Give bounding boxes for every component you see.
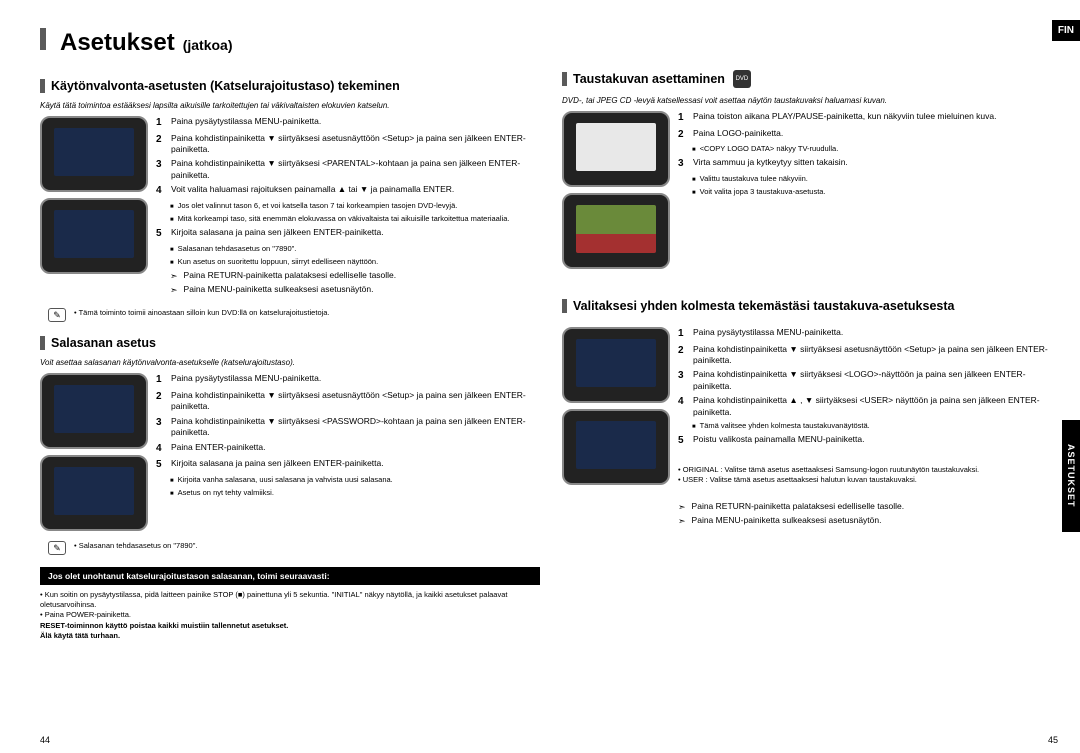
arrow-text: Paina MENU-painiketta sulkeaksesi asetus… — [692, 515, 882, 526]
screenshot-thumb — [562, 327, 670, 403]
section-b-steps: 1Paina pysäytystilassa MENU-painiketta. … — [156, 373, 540, 531]
section-bar-icon — [40, 336, 45, 350]
section-c-intro: DVD-, tai JPEG CD -levyä katsellessasi v… — [562, 96, 1062, 105]
section-bar-icon — [562, 72, 567, 86]
substep-text: Jos olet valinnut tason 6, et voi katsel… — [178, 201, 458, 211]
note-icon: ✎ — [48, 308, 66, 322]
section-d-thumbs — [562, 327, 670, 529]
section-d-steps: 1Paina pysäytystilassa MENU-painiketta. … — [678, 327, 1062, 529]
page-number-right: 45 — [1048, 735, 1058, 745]
step-text: Poistu valikosta painamalla MENU-painike… — [693, 434, 865, 448]
footnote-text: Paina POWER-painiketta. — [45, 610, 131, 619]
screenshot-thumb — [40, 373, 148, 449]
step-text: Paina kohdistinpainiketta ▼ siirtyäksesi… — [693, 344, 1062, 367]
manual-spread: Asetukset (jatkoa) Käytönvalvonta-asetus… — [0, 0, 1080, 753]
section-b-thumbs — [40, 373, 148, 531]
step-text: Paina kohdistinpainiketta ▼ siirtyäksesi… — [171, 390, 540, 413]
title-main: Asetukset — [60, 29, 175, 57]
section-a-thumbs — [40, 116, 148, 298]
step-text: Voit valita haluamasi rajoituksen painam… — [171, 184, 454, 198]
step-text: Paina toiston aikana PLAY/PAUSE-painiket… — [693, 111, 997, 125]
note-icon: ✎ — [48, 541, 66, 555]
bullet-text: ORIGINAL : Valitse tämä asetus asettaaks… — [683, 465, 979, 474]
step-text: Paina kohdistinpainiketta ▼ siirtyäksesi… — [171, 158, 540, 181]
section-side-tab: ASETUKSET — [1062, 420, 1080, 532]
page-title: Asetukset (jatkoa) — [40, 28, 540, 57]
step-text: Paina pysäytystilassa MENU-painiketta. — [171, 116, 321, 130]
right-page: Taustakuvan asettaminen DVD DVD-, tai JP… — [562, 28, 1062, 741]
step-text: Virta sammuu ja kytkeytyy sitten takaisi… — [693, 157, 848, 171]
arrow-text: Paina RETURN-painiketta palataksesi edel… — [184, 270, 397, 281]
screenshot-thumb — [40, 198, 148, 274]
warning-strip: Jos olet unohtanut katselurajoitustason … — [40, 567, 540, 585]
section-d-head: Valitaksesi yhden kolmesta tekemästäsi t… — [562, 299, 1062, 313]
section-b-intro: Voit asettaa salasanan käytönvalvonta-as… — [40, 358, 540, 367]
substep-text: Voit valita jopa 3 taustakuva-asetusta. — [700, 187, 826, 197]
arrow-icon: ➣ — [170, 284, 178, 296]
section-c-head: Taustakuvan asettaminen DVD — [562, 70, 1062, 88]
substep-text: <COPY LOGO DATA> näkyy TV-ruudulla. — [700, 144, 839, 154]
left-page: Asetukset (jatkoa) Käytönvalvonta-asetus… — [40, 28, 540, 741]
step-text: Paina pysäytystilassa MENU-painiketta. — [171, 373, 321, 387]
arrow-icon: ➣ — [678, 501, 686, 513]
arrow-icon: ➣ — [678, 515, 686, 527]
section-bar-icon — [562, 299, 567, 313]
step-text: Paina ENTER-painiketta. — [171, 442, 266, 456]
arrow-text: Paina RETURN-painiketta palataksesi edel… — [692, 501, 905, 512]
section-a-intro: Käytä tätä toimintoa estääksesi lapsilta… — [40, 101, 540, 110]
step-text: Paina pysäytystilassa MENU-painiketta. — [693, 327, 843, 341]
footnote-text: Kun soitin on pysäytystilassa, pidä lait… — [40, 590, 507, 609]
substep-text: Kun asetus on suoritettu loppuun, siirry… — [178, 257, 379, 267]
footnotes: • Kun soitin on pysäytystilassa, pidä la… — [40, 590, 540, 641]
section-bar-icon — [40, 79, 45, 93]
section-a-note: ✎ • Tämä toiminto toimii ainoastaan sill… — [48, 308, 540, 322]
footnote-bold: RESET-toiminnon käyttö poistaa kaikki mu… — [40, 621, 540, 631]
step-text: Paina kohdistinpainiketta ▲ , ▼ siirtyäk… — [693, 395, 1062, 418]
title-sub: (jatkoa) — [183, 37, 233, 53]
substep-text: Valittu taustakuva tulee näkyviin. — [700, 174, 808, 184]
note-text: Tämä toiminto toimii ainoastaan silloin … — [79, 308, 330, 317]
section-b-title: Salasanan asetus — [51, 336, 156, 350]
step-text: Kirjoita salasana ja paina sen jälkeen E… — [171, 458, 384, 472]
arrow-icon: ➣ — [170, 270, 178, 282]
section-c-title: Taustakuvan asettaminen — [573, 72, 725, 86]
note-text: Salasanan tehdasasetus on "7890". — [79, 541, 198, 550]
step-text: Paina kohdistinpainiketta ▼ siirtyäksesi… — [693, 369, 1062, 392]
section-d-title: Valitaksesi yhden kolmesta tekemästäsi t… — [573, 299, 954, 313]
bullet-text: USER : Valitse tämä asetus asettaaksesi … — [683, 475, 917, 484]
substep-text: Tämä valitsee yhden kolmesta taustakuvan… — [700, 421, 870, 431]
step-text: Kirjoita salasana ja paina sen jälkeen E… — [171, 227, 384, 241]
screenshot-thumb — [40, 455, 148, 531]
photo-thumb — [562, 193, 670, 269]
dvd-badge-icon: DVD — [733, 70, 751, 88]
page-number-left: 44 — [40, 735, 50, 745]
footnote-bold: Älä käytä tätä turhaan. — [40, 631, 540, 641]
substep-text: Kirjoita vanha salasana, uusi salasana j… — [178, 475, 393, 485]
substep-text: Mitä korkeampi taso, sitä enemmän elokuv… — [178, 214, 510, 224]
substep-text: Asetus on nyt tehty valmiiksi. — [178, 488, 274, 498]
section-b-note: ✎ • Salasanan tehdasasetus on "7890". — [48, 541, 540, 555]
section-a-steps: 1Paina pysäytystilassa MENU-painiketta. … — [156, 116, 540, 298]
section-c-thumbs — [562, 111, 670, 269]
step-text: Paina kohdistinpainiketta ▼ siirtyäksesi… — [171, 133, 540, 156]
substep-text: Salasanan tehdasasetus on "7890". — [178, 244, 297, 254]
arrow-text: Paina MENU-painiketta sulkeaksesi asetus… — [184, 284, 374, 295]
section-c-steps: 1Paina toiston aikana PLAY/PAUSE-painike… — [678, 111, 1062, 269]
step-text: Paina kohdistinpainiketta ▼ siirtyäksesi… — [171, 416, 540, 439]
step-text: Paina LOGO-painiketta. — [693, 128, 783, 142]
title-bar-icon — [40, 28, 46, 50]
section-b-head: Salasanan asetus — [40, 336, 540, 350]
remote-thumb — [562, 111, 670, 187]
section-a-title: Käytönvalvonta-asetusten (Katselurajoitu… — [51, 79, 400, 93]
screenshot-thumb — [40, 116, 148, 192]
screenshot-thumb — [562, 409, 670, 485]
section-a-head: Käytönvalvonta-asetusten (Katselurajoitu… — [40, 79, 540, 93]
